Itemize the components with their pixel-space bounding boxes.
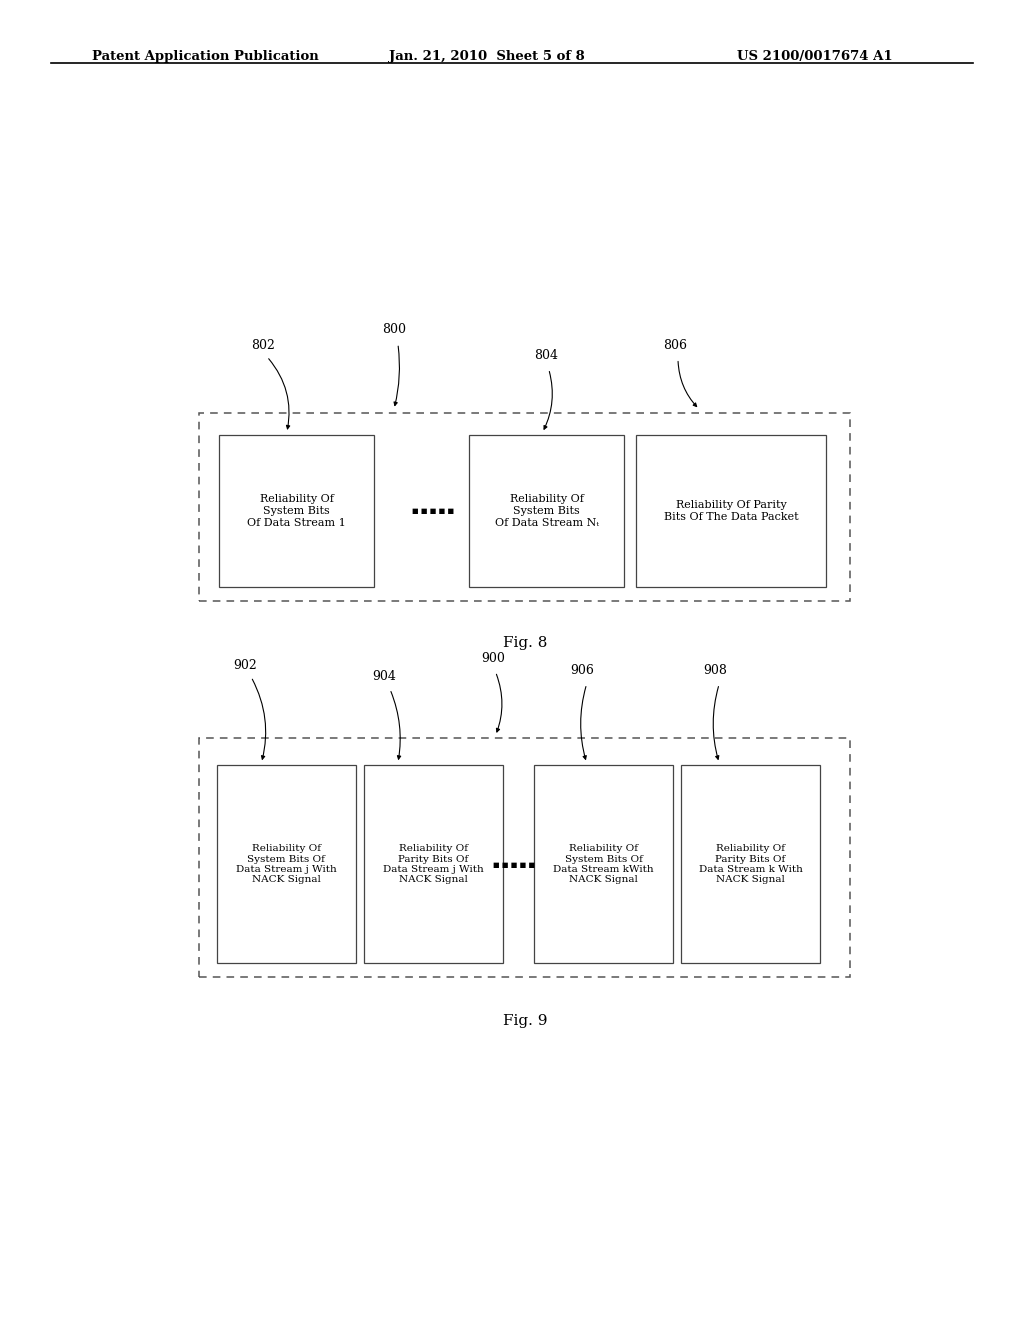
Text: Reliability Of
System Bits
Of Data Stream Nₜ: Reliability Of System Bits Of Data Strea… — [495, 495, 599, 528]
Text: Fig. 8: Fig. 8 — [503, 636, 547, 651]
Bar — [200, 738, 850, 977]
Text: Fig. 9: Fig. 9 — [503, 1014, 547, 1028]
Bar — [364, 766, 503, 964]
Text: Reliability Of Parity
Bits Of The Data Packet: Reliability Of Parity Bits Of The Data P… — [664, 500, 799, 521]
Text: Reliability Of
Parity Bits Of
Data Stream k With
NACK Signal: Reliability Of Parity Bits Of Data Strea… — [698, 845, 803, 884]
Text: US 2100/0017674 A1: US 2100/0017674 A1 — [737, 50, 893, 63]
Text: Reliability Of
System Bits Of
Data Stream j With
NACK Signal: Reliability Of System Bits Of Data Strea… — [236, 845, 337, 884]
Text: 806: 806 — [664, 338, 687, 351]
FancyArrowPatch shape — [544, 371, 552, 429]
Bar — [636, 434, 826, 587]
Text: Jan. 21, 2010  Sheet 5 of 8: Jan. 21, 2010 Sheet 5 of 8 — [389, 50, 585, 63]
Bar — [469, 434, 624, 587]
Text: 906: 906 — [570, 664, 594, 677]
FancyArrowPatch shape — [394, 346, 399, 405]
FancyArrowPatch shape — [581, 686, 587, 759]
Text: Reliability Of
System Bits Of
Data Stream kWith
NACK Signal: Reliability Of System Bits Of Data Strea… — [553, 845, 654, 884]
FancyArrowPatch shape — [497, 675, 502, 733]
Text: 804: 804 — [535, 348, 558, 362]
FancyArrowPatch shape — [252, 680, 265, 759]
Text: 908: 908 — [703, 664, 727, 677]
Text: ■ ■ ■ ■ ■: ■ ■ ■ ■ ■ — [413, 508, 455, 513]
FancyArrowPatch shape — [391, 692, 400, 759]
FancyArrowPatch shape — [268, 359, 290, 429]
FancyArrowPatch shape — [713, 686, 719, 759]
Text: 800: 800 — [382, 323, 406, 337]
Bar — [535, 766, 673, 964]
FancyArrowPatch shape — [678, 362, 696, 407]
Bar — [200, 413, 850, 601]
Text: 902: 902 — [233, 659, 257, 672]
Text: 900: 900 — [481, 652, 505, 664]
Text: 904: 904 — [373, 669, 396, 682]
Text: 802: 802 — [251, 338, 274, 351]
Bar — [681, 766, 820, 964]
Text: Patent Application Publication: Patent Application Publication — [92, 50, 318, 63]
Bar — [219, 434, 374, 587]
Text: Reliability Of
System Bits
Of Data Stream 1: Reliability Of System Bits Of Data Strea… — [247, 495, 346, 528]
Bar — [217, 766, 355, 964]
Text: ■ ■ ■ ■ ■: ■ ■ ■ ■ ■ — [494, 862, 536, 867]
Text: Reliability Of
Parity Bits Of
Data Stream j With
NACK Signal: Reliability Of Parity Bits Of Data Strea… — [383, 845, 483, 884]
